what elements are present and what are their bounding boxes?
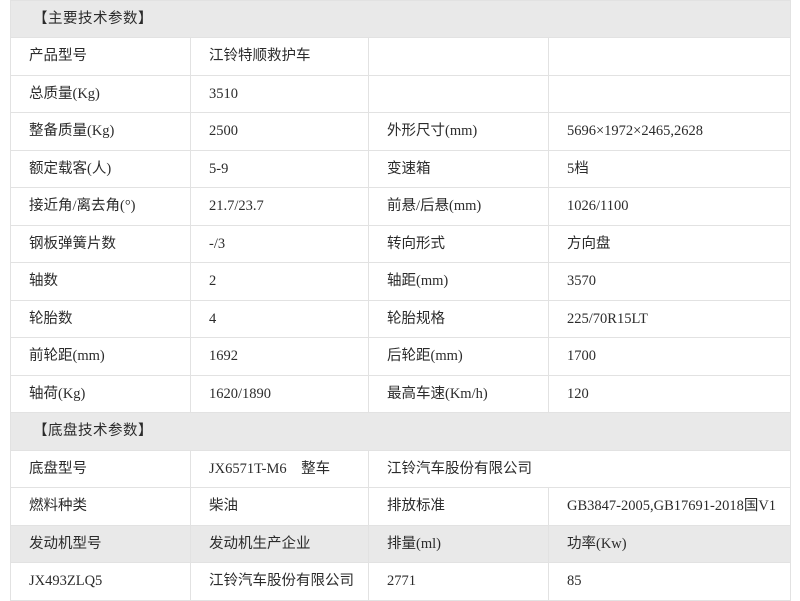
row-value-max-speed: 120 bbox=[548, 374, 791, 414]
table-row: 额定载客(人) 5-9 变速箱 5档 bbox=[10, 149, 791, 189]
row-value-front-track: 1692 bbox=[190, 337, 369, 376]
table-row: 接近角/离去角(°) 21.7/23.7 前悬/后悬(mm) 1026/1100 bbox=[10, 187, 791, 226]
row-value-wheelbase: 3570 bbox=[548, 262, 791, 301]
row-label-axle-load: 轴荷(Kg) bbox=[10, 374, 191, 414]
row-label-gross-mass: 总质量(Kg) bbox=[10, 74, 191, 114]
section-title-main-params: 【主要技术参数】 bbox=[10, 0, 791, 39]
row-label-approach-departure-angle: 接近角/离去角(°) bbox=[10, 187, 191, 226]
row-value-chassis-model: JX6571T-M6 整车 bbox=[190, 449, 369, 489]
row-value-axle-load: 1620/1890 bbox=[190, 374, 369, 414]
row-label-axle-count: 轴数 bbox=[10, 262, 191, 301]
section-title-chassis-params: 【底盘技术参数】 bbox=[10, 412, 791, 451]
col-header-power: 功率(Kw) bbox=[548, 524, 791, 564]
row-value-power: 85 bbox=[548, 562, 791, 601]
table-row: 燃料种类 柴油 排放标准 GB3847-2005,GB17691-2018国V1 bbox=[10, 487, 791, 526]
col-header-displacement: 排量(ml) bbox=[368, 524, 549, 564]
table-row: 轴数 2 轴距(mm) 3570 bbox=[10, 262, 791, 301]
row-value-dimensions: 5696×1972×2465,2628 bbox=[548, 112, 791, 151]
row-label-seating: 额定载客(人) bbox=[10, 149, 191, 189]
row-label-empty-1 bbox=[368, 37, 549, 76]
table-row: 整备质量(Kg) 2500 外形尺寸(mm) 5696×1972×2465,26… bbox=[10, 112, 791, 151]
row-label-fuel-type: 燃料种类 bbox=[10, 487, 191, 526]
main-spec-table: 【主要技术参数】 产品型号 江铃特顺救护车 总质量(Kg) 3510 整备质量(… bbox=[10, 0, 791, 601]
row-label-max-speed: 最高车速(Km/h) bbox=[368, 374, 549, 414]
table-row: 产品型号 江铃特顺救护车 bbox=[10, 37, 791, 76]
row-value-rear-track: 1700 bbox=[548, 337, 791, 376]
row-label-tire-spec: 轮胎规格 bbox=[368, 299, 549, 339]
row-value-overhang: 1026/1100 bbox=[548, 187, 791, 226]
table-row-engine-headers: 发动机型号 发动机生产企业 排量(ml) 功率(Kw) bbox=[10, 524, 791, 564]
row-value-engine-manufacturer: 江铃汽车股份有限公司 bbox=[190, 562, 369, 601]
row-label-empty-2 bbox=[368, 74, 549, 114]
row-value-curb-mass: 2500 bbox=[190, 112, 369, 151]
table-row: 钢板弹簧片数 -/3 转向形式 方向盘 bbox=[10, 224, 791, 264]
row-value-chassis-manufacturer: 江铃汽车股份有限公司 bbox=[368, 449, 791, 489]
row-value-empty-2 bbox=[548, 74, 791, 114]
row-value-displacement: 2771 bbox=[368, 562, 549, 601]
table-row: 前轮距(mm) 1692 后轮距(mm) 1700 bbox=[10, 337, 791, 376]
row-value-empty-1 bbox=[548, 37, 791, 76]
section-header-main-params: 【主要技术参数】 bbox=[10, 0, 791, 39]
row-value-emission-standard: GB3847-2005,GB17691-2018国V1 bbox=[548, 487, 791, 526]
row-value-approach-departure-angle: 21.7/23.7 bbox=[190, 187, 369, 226]
row-label-leaf-spring-count: 钢板弹簧片数 bbox=[10, 224, 191, 264]
row-value-transmission: 5档 bbox=[548, 149, 791, 189]
row-label-rear-track: 后轮距(mm) bbox=[368, 337, 549, 376]
table-row: 总质量(Kg) 3510 bbox=[10, 74, 791, 114]
row-value-axle-count: 2 bbox=[190, 262, 369, 301]
col-header-engine-model: 发动机型号 bbox=[10, 524, 191, 564]
row-label-front-track: 前轮距(mm) bbox=[10, 337, 191, 376]
table-row: 底盘型号 JX6571T-M6 整车 江铃汽车股份有限公司 bbox=[10, 449, 791, 489]
row-value-steering-type: 方向盘 bbox=[548, 224, 791, 264]
row-value-engine-model: JX493ZLQ5 bbox=[10, 562, 191, 601]
row-value-seating: 5-9 bbox=[190, 149, 369, 189]
row-label-emission-standard: 排放标准 bbox=[368, 487, 549, 526]
row-label-dimensions: 外形尺寸(mm) bbox=[368, 112, 549, 151]
section-header-chassis-params: 【底盘技术参数】 bbox=[10, 412, 791, 451]
row-value-tire-spec: 225/70R15LT bbox=[548, 299, 791, 339]
row-label-steering-type: 转向形式 bbox=[368, 224, 549, 264]
row-value-product-model: 江铃特顺救护车 bbox=[190, 37, 369, 76]
row-value-leaf-spring-count: -/3 bbox=[190, 224, 369, 264]
table-row: 轴荷(Kg) 1620/1890 最高车速(Km/h) 120 bbox=[10, 374, 791, 414]
row-label-product-model: 产品型号 bbox=[10, 37, 191, 76]
row-label-overhang: 前悬/后悬(mm) bbox=[368, 187, 549, 226]
row-label-tire-count: 轮胎数 bbox=[10, 299, 191, 339]
row-label-wheelbase: 轴距(mm) bbox=[368, 262, 549, 301]
table-row: 轮胎数 4 轮胎规格 225/70R15LT bbox=[10, 299, 791, 339]
col-header-engine-manufacturer: 发动机生产企业 bbox=[190, 524, 369, 564]
row-label-transmission: 变速箱 bbox=[368, 149, 549, 189]
row-value-fuel-type: 柴油 bbox=[190, 487, 369, 526]
spec-sheet-page: 【主要技术参数】 产品型号 江铃特顺救护车 总质量(Kg) 3510 整备质量(… bbox=[10, 0, 791, 601]
row-value-gross-mass: 3510 bbox=[190, 74, 369, 114]
row-label-chassis-model: 底盘型号 bbox=[10, 449, 191, 489]
row-value-tire-count: 4 bbox=[190, 299, 369, 339]
table-row: JX493ZLQ5 江铃汽车股份有限公司 2771 85 bbox=[10, 562, 791, 601]
row-label-curb-mass: 整备质量(Kg) bbox=[10, 112, 191, 151]
